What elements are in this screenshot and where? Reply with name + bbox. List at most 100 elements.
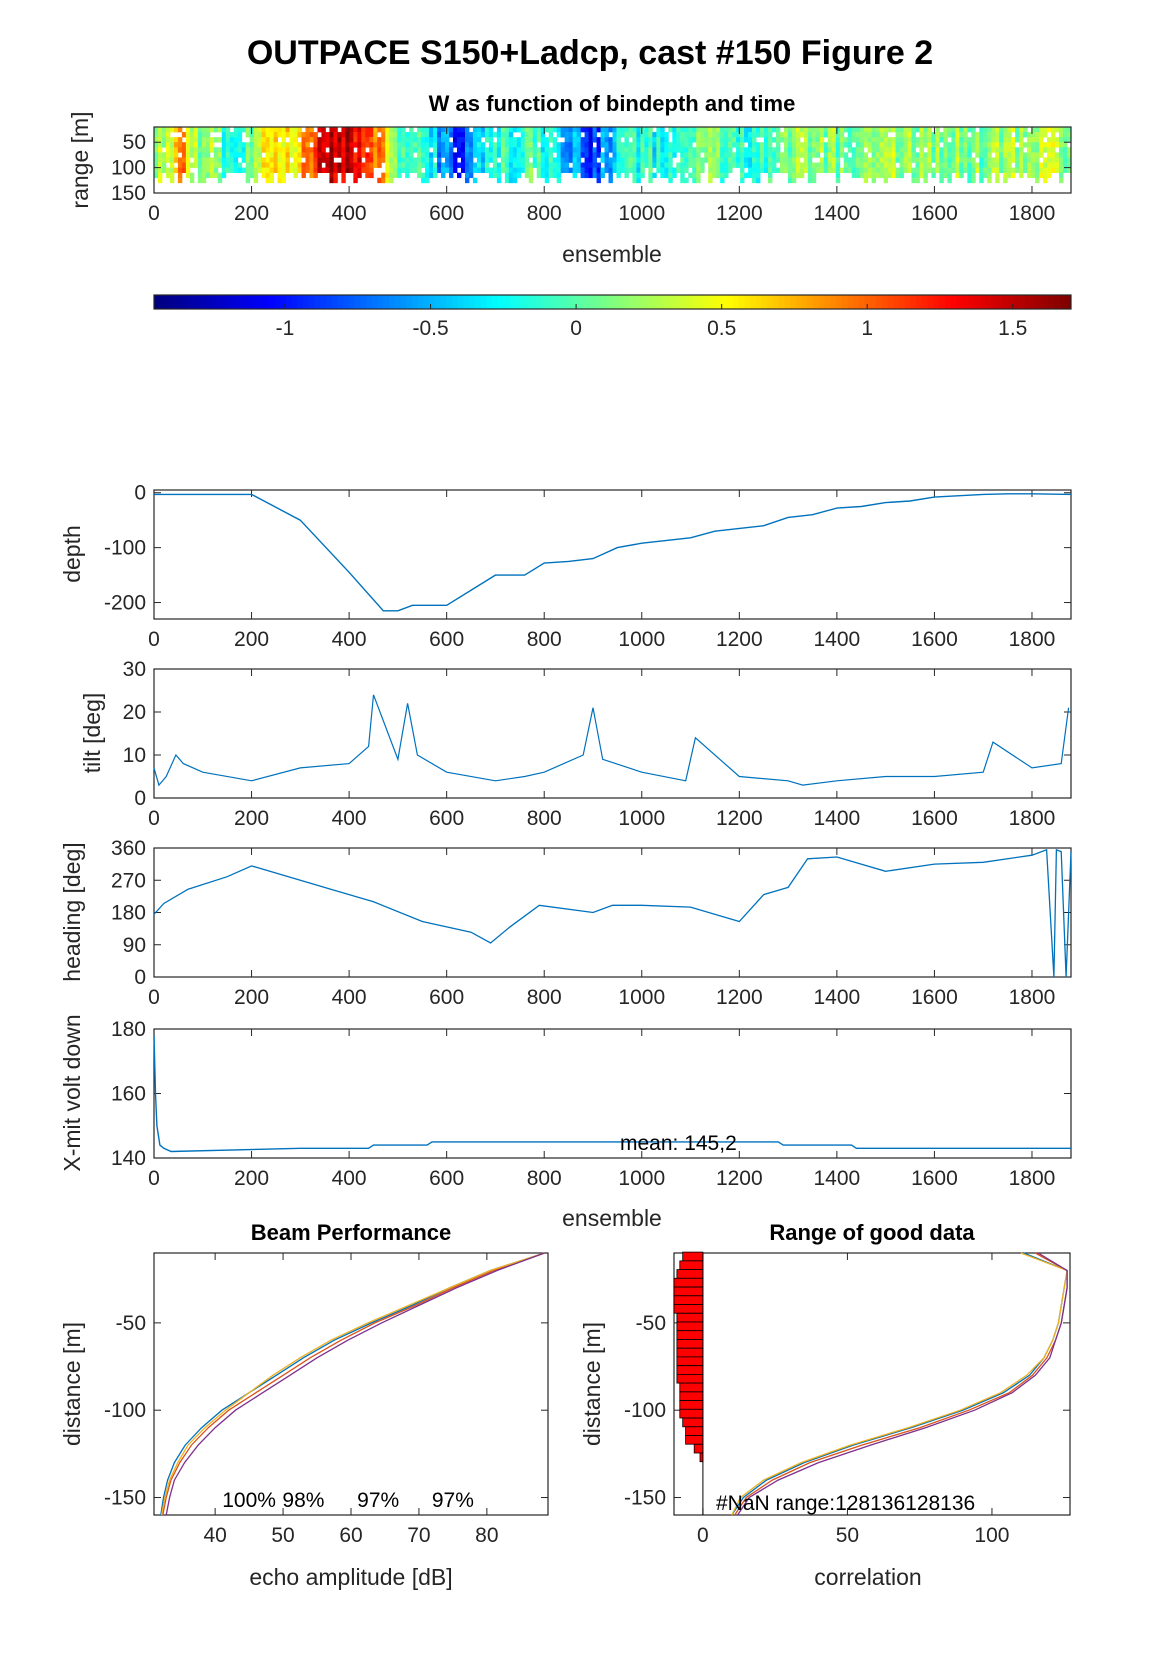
heatmap-cell [245,162,251,168]
heatmap-cell [680,137,685,143]
heatmap-cell [468,132,474,138]
x-tick-label: 1200 [716,1167,763,1190]
heatmap-cell [907,132,912,138]
heatmap-cell [377,142,382,148]
heatmap-cell [628,127,633,133]
heatmap-cell [381,177,386,184]
heatmap-cell [353,177,358,184]
heatmap-cell [345,132,350,138]
heatmap-cell [644,147,649,153]
y-tick-label: -100 [104,1399,146,1422]
tilt-panel: 0 200 400 600 800 1000 1200 1400 1600 18000102030… [79,658,1072,830]
heatmap-cell [1039,137,1044,143]
heatmap-cell [217,177,223,184]
heatmap-cell [345,152,350,158]
heatmap-cell [803,147,809,153]
heatmap-cell [632,162,637,168]
heatmap-cell [1027,172,1032,179]
heatmap-cell [756,162,761,168]
heatmap-cell [253,157,259,163]
heatmap-cell [349,147,354,153]
heatmap-cell [608,177,613,184]
heatmap-cell [835,152,841,158]
heatmap-cell [987,127,992,133]
heatmap-cell [221,157,227,163]
heatmap-cell [377,162,382,168]
heatmap-cell [197,172,203,179]
x-tick-label: 400 [332,202,367,225]
heatmap-cell [672,142,677,148]
heatmap-cell [1015,152,1020,158]
heatmap-cell [257,147,263,153]
heatmap-cell [1059,152,1064,158]
heatmap-cell [871,142,877,148]
tilt-axes [153,668,1072,799]
range-panel: Range of good data 0 50 100-50-100-150 #Na… [579,1220,1071,1590]
heatmap-cell [201,147,207,153]
heatmap-cell [157,162,163,168]
heatmap-cell [560,162,566,168]
heatmap-cell [273,137,278,143]
x-tick-label: 1000 [618,202,665,225]
heatmap-cell [285,167,290,173]
heatmap-cell [353,132,358,138]
heatmap-cell [193,142,199,148]
heatmap-cell [480,162,486,168]
heatmap-cell [564,147,570,153]
heatmap-cell [193,132,199,138]
heatmap-cell [1047,147,1052,153]
x-tick-label: 1400 [814,628,861,651]
heatmap-cell [476,157,482,163]
heatmap-cell [811,152,817,158]
heatmap-cell [712,172,717,179]
heatmap-cell [1027,157,1032,163]
heatmap-cell [907,142,912,148]
heatmap-cell [540,172,546,179]
depth-ticks: 0 200 400 600 800 1000 1200 1400 1600 18000-100-2… [104,482,1071,651]
heatmap-cell [748,172,753,179]
heatmap-cell [500,162,506,168]
heatmap-cell [887,172,892,179]
heatmap-cell [321,147,326,153]
heatmap-cell [640,147,645,153]
heatmap-cell [919,162,924,168]
heatmap-cell [413,157,418,163]
heatmap-cell [660,132,665,138]
colorbar-segment [262,295,270,309]
heatmap-cell [516,127,522,133]
heatmap-cell [385,177,390,184]
depth-line [154,493,1072,612]
heatmap-cell [157,132,163,138]
heatmap-cell [608,172,613,179]
heatmap-cell [476,152,482,158]
heatmap-cell [305,137,310,143]
heatmap-cell [233,157,239,163]
heatmap-cell [365,167,370,173]
heatmap-cell [548,152,554,158]
heatmap-cell [468,157,474,163]
colorbar-segment [801,295,808,309]
heatmap-cell [967,127,972,133]
heatmap-cell [321,137,326,143]
colorbar-ticks: -1 -0.5 0 0.5 1 1.5 [276,304,1027,340]
heatmap-cell [863,137,869,143]
heatmap-cell [225,137,231,143]
volt-panel: 0 200 400 600 800 1000 1200 1400 1600 18001401601… [59,1014,1072,1231]
w-heatmap-panel: W as function of bindepth and time 0 200 4… [67,91,1072,267]
heatmap-cell [165,172,171,179]
heatmap-cell [724,147,729,153]
heatmap-cell [823,147,829,153]
heatmap-cell [752,177,757,184]
heatmap-cell [724,167,729,173]
heatmap-cell [504,172,510,179]
heatmap-cell [815,167,821,173]
heatmap-cell [995,132,1000,138]
heatmap-cell [879,132,885,138]
heatmap-cell [767,162,773,168]
heatmap-cell [1031,162,1036,168]
heatmap-cell [787,127,793,133]
heatmap-cell [337,142,342,148]
heatmap-cell [676,132,681,138]
colorbar-segment [755,295,763,309]
heatmap-cell [576,127,582,133]
